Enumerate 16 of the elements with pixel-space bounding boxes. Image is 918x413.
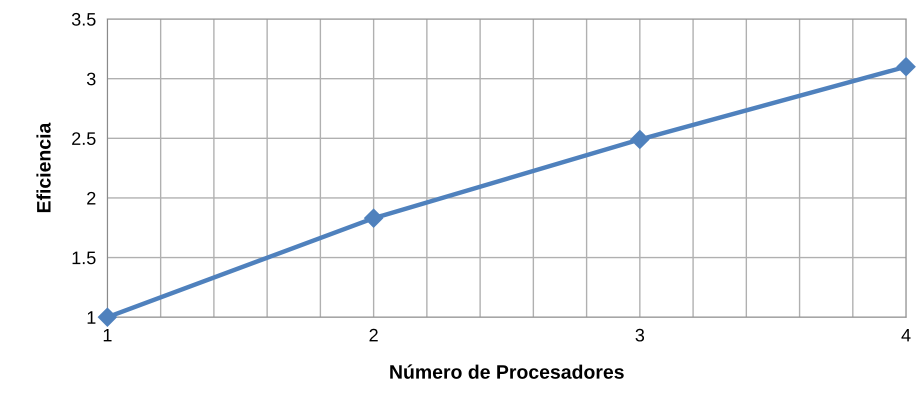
y-tick-label: 1.5 xyxy=(72,252,96,264)
point xyxy=(364,208,384,228)
x-tick-label: 1 xyxy=(104,328,112,342)
x-tick-label: 4 xyxy=(901,328,911,342)
point xyxy=(630,130,650,149)
y-tick-label: 2.5 xyxy=(72,132,96,145)
y-tick-label: 1 xyxy=(88,311,96,324)
y-tick-label: 3.5 xyxy=(72,12,96,26)
x-tick-label: 2 xyxy=(370,328,378,342)
y-tick-label: 3 xyxy=(86,72,96,86)
point xyxy=(896,57,916,76)
y-axis-title: Eficiencia xyxy=(36,122,51,212)
y-tick-label: 2 xyxy=(87,192,96,204)
x-axis-title: Número de Procesadores xyxy=(390,364,624,379)
point xyxy=(98,308,117,327)
x-tick-label: 3 xyxy=(636,328,644,342)
